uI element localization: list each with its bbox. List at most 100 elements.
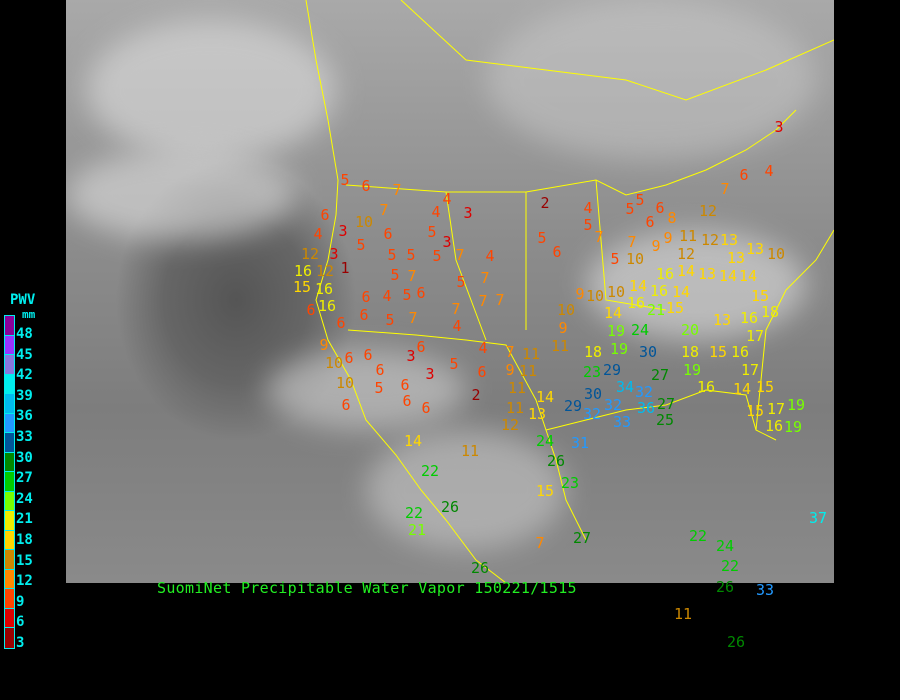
station-pwv-value: 4 [478, 338, 488, 357]
station-pwv-value: 4 [313, 224, 323, 243]
station-pwv-value: 6 [739, 165, 749, 184]
station-pwv-value: 6 [363, 345, 373, 364]
station-pwv-value: 11 [551, 336, 570, 355]
station-pwv-value: 10 [325, 353, 344, 372]
station-pwv-value: 10 [557, 300, 576, 319]
station-pwv-value: 19 [607, 321, 626, 340]
station-pwv-value: 20 [681, 320, 700, 339]
station-pwv-value: 12 [501, 415, 520, 434]
station-pwv-value: 7 [480, 268, 490, 287]
station-pwv-value: 14 [629, 276, 648, 295]
map-caption: SuomiNet Precipitable Water Vapor 150221… [157, 579, 577, 597]
station-pwv-value: 13 [720, 230, 739, 249]
station-pwv-value: 31 [571, 433, 590, 452]
satellite-water-vapor-map [66, 0, 834, 583]
station-pwv-value: 16 [627, 293, 646, 312]
legend-tick-label: 15 [16, 552, 33, 569]
station-pwv-value: 2 [471, 385, 481, 404]
station-pwv-value: 6 [383, 224, 393, 243]
station-pwv-value: 7 [451, 299, 461, 318]
legend-swatch [5, 608, 14, 628]
station-pwv-value: 26 [471, 558, 490, 577]
legend-tick-label: 30 [16, 449, 33, 466]
station-pwv-value: 6 [361, 176, 371, 195]
station-pwv-value: 6 [359, 305, 369, 324]
legend-tick-label: 9 [16, 593, 25, 610]
station-pwv-value: 11 [461, 441, 480, 460]
station-pwv-value: 16 [765, 416, 784, 435]
station-pwv-value: 14 [672, 282, 691, 301]
station-pwv-value: 26 [441, 497, 460, 516]
legend-swatch [5, 316, 14, 336]
station-pwv-value: 15 [751, 286, 770, 305]
station-pwv-value: 12 [677, 244, 696, 263]
station-pwv-value: 6 [375, 360, 385, 379]
station-pwv-value: 6 [400, 375, 410, 394]
station-pwv-value: 14 [677, 261, 696, 280]
station-pwv-value: 16 [731, 342, 750, 361]
station-pwv-value: 34 [616, 377, 635, 396]
legend-swatch [5, 433, 14, 453]
legend-swatch [5, 394, 14, 414]
station-pwv-value: 6 [361, 287, 371, 306]
station-pwv-value: 5 [374, 378, 384, 397]
station-pwv-value: 6 [416, 283, 426, 302]
station-pwv-value: 16 [740, 308, 759, 327]
station-pwv-value: 9 [319, 335, 329, 354]
station-pwv-value: 5 [390, 265, 400, 284]
station-pwv-value: 11 [679, 226, 698, 245]
station-pwv-value: 16 [318, 296, 337, 315]
station-pwv-value: 7 [720, 179, 730, 198]
station-pwv-value: 9 [663, 228, 673, 247]
station-pwv-value: 7 [535, 533, 545, 552]
station-pwv-value: 14 [404, 431, 423, 450]
station-pwv-value: 3 [442, 232, 452, 251]
station-pwv-value: 9 [651, 236, 661, 255]
station-pwv-value: 6 [306, 300, 316, 319]
station-pwv-value: 10 [336, 373, 355, 392]
legend-tick-label: 33 [16, 429, 33, 445]
station-pwv-value: 14 [604, 303, 623, 322]
station-pwv-value: 6 [655, 198, 665, 217]
station-pwv-value: 5 [610, 249, 620, 268]
legend-swatch [5, 374, 14, 394]
station-pwv-value: 7 [594, 227, 604, 246]
legend-swatch [5, 491, 14, 511]
station-pwv-value: 13 [713, 310, 732, 329]
station-pwv-value: 14 [536, 387, 555, 406]
legend-unit: mm [22, 308, 36, 321]
station-pwv-value: 33 [756, 580, 775, 599]
station-pwv-value: 22 [721, 556, 740, 575]
station-pwv-value: 9 [505, 360, 515, 379]
station-pwv-value: 16 [315, 279, 334, 298]
station-pwv-value: 13 [727, 248, 746, 267]
station-pwv-value: 18 [584, 342, 603, 361]
station-pwv-value: 19 [683, 360, 702, 379]
station-pwv-value: 6 [336, 313, 346, 332]
station-pwv-value: 26 [547, 451, 566, 470]
legend-tick-label: 24 [16, 490, 33, 507]
legend-title: PWV [10, 292, 36, 308]
station-pwv-value: 26 [716, 577, 735, 596]
station-pwv-value: 4 [485, 246, 495, 265]
station-pwv-value: 12 [699, 201, 718, 220]
station-pwv-value: 33 [613, 412, 632, 431]
station-pwv-value: 32 [635, 382, 654, 401]
station-pwv-value: 10 [767, 244, 786, 263]
station-pwv-value: 18 [761, 302, 780, 321]
station-pwv-value: 16 [697, 377, 716, 396]
station-pwv-value: 29 [564, 396, 583, 415]
station-pwv-value: 27 [657, 394, 676, 413]
station-pwv-value: 2 [540, 193, 550, 212]
station-pwv-value: 15 [293, 277, 312, 296]
station-pwv-value: 5 [427, 222, 437, 241]
station-pwv-value: 19 [787, 395, 806, 414]
station-pwv-value: 15 [709, 342, 728, 361]
station-pwv-value: 6 [645, 212, 655, 231]
station-pwv-value: 6 [477, 362, 487, 381]
station-pwv-value: 4 [452, 316, 462, 335]
station-pwv-value: 5 [625, 199, 635, 218]
station-pwv-value: 5 [406, 245, 416, 264]
station-pwv-value: 7 [478, 291, 488, 310]
legend-tick-label: 42 [16, 367, 33, 384]
